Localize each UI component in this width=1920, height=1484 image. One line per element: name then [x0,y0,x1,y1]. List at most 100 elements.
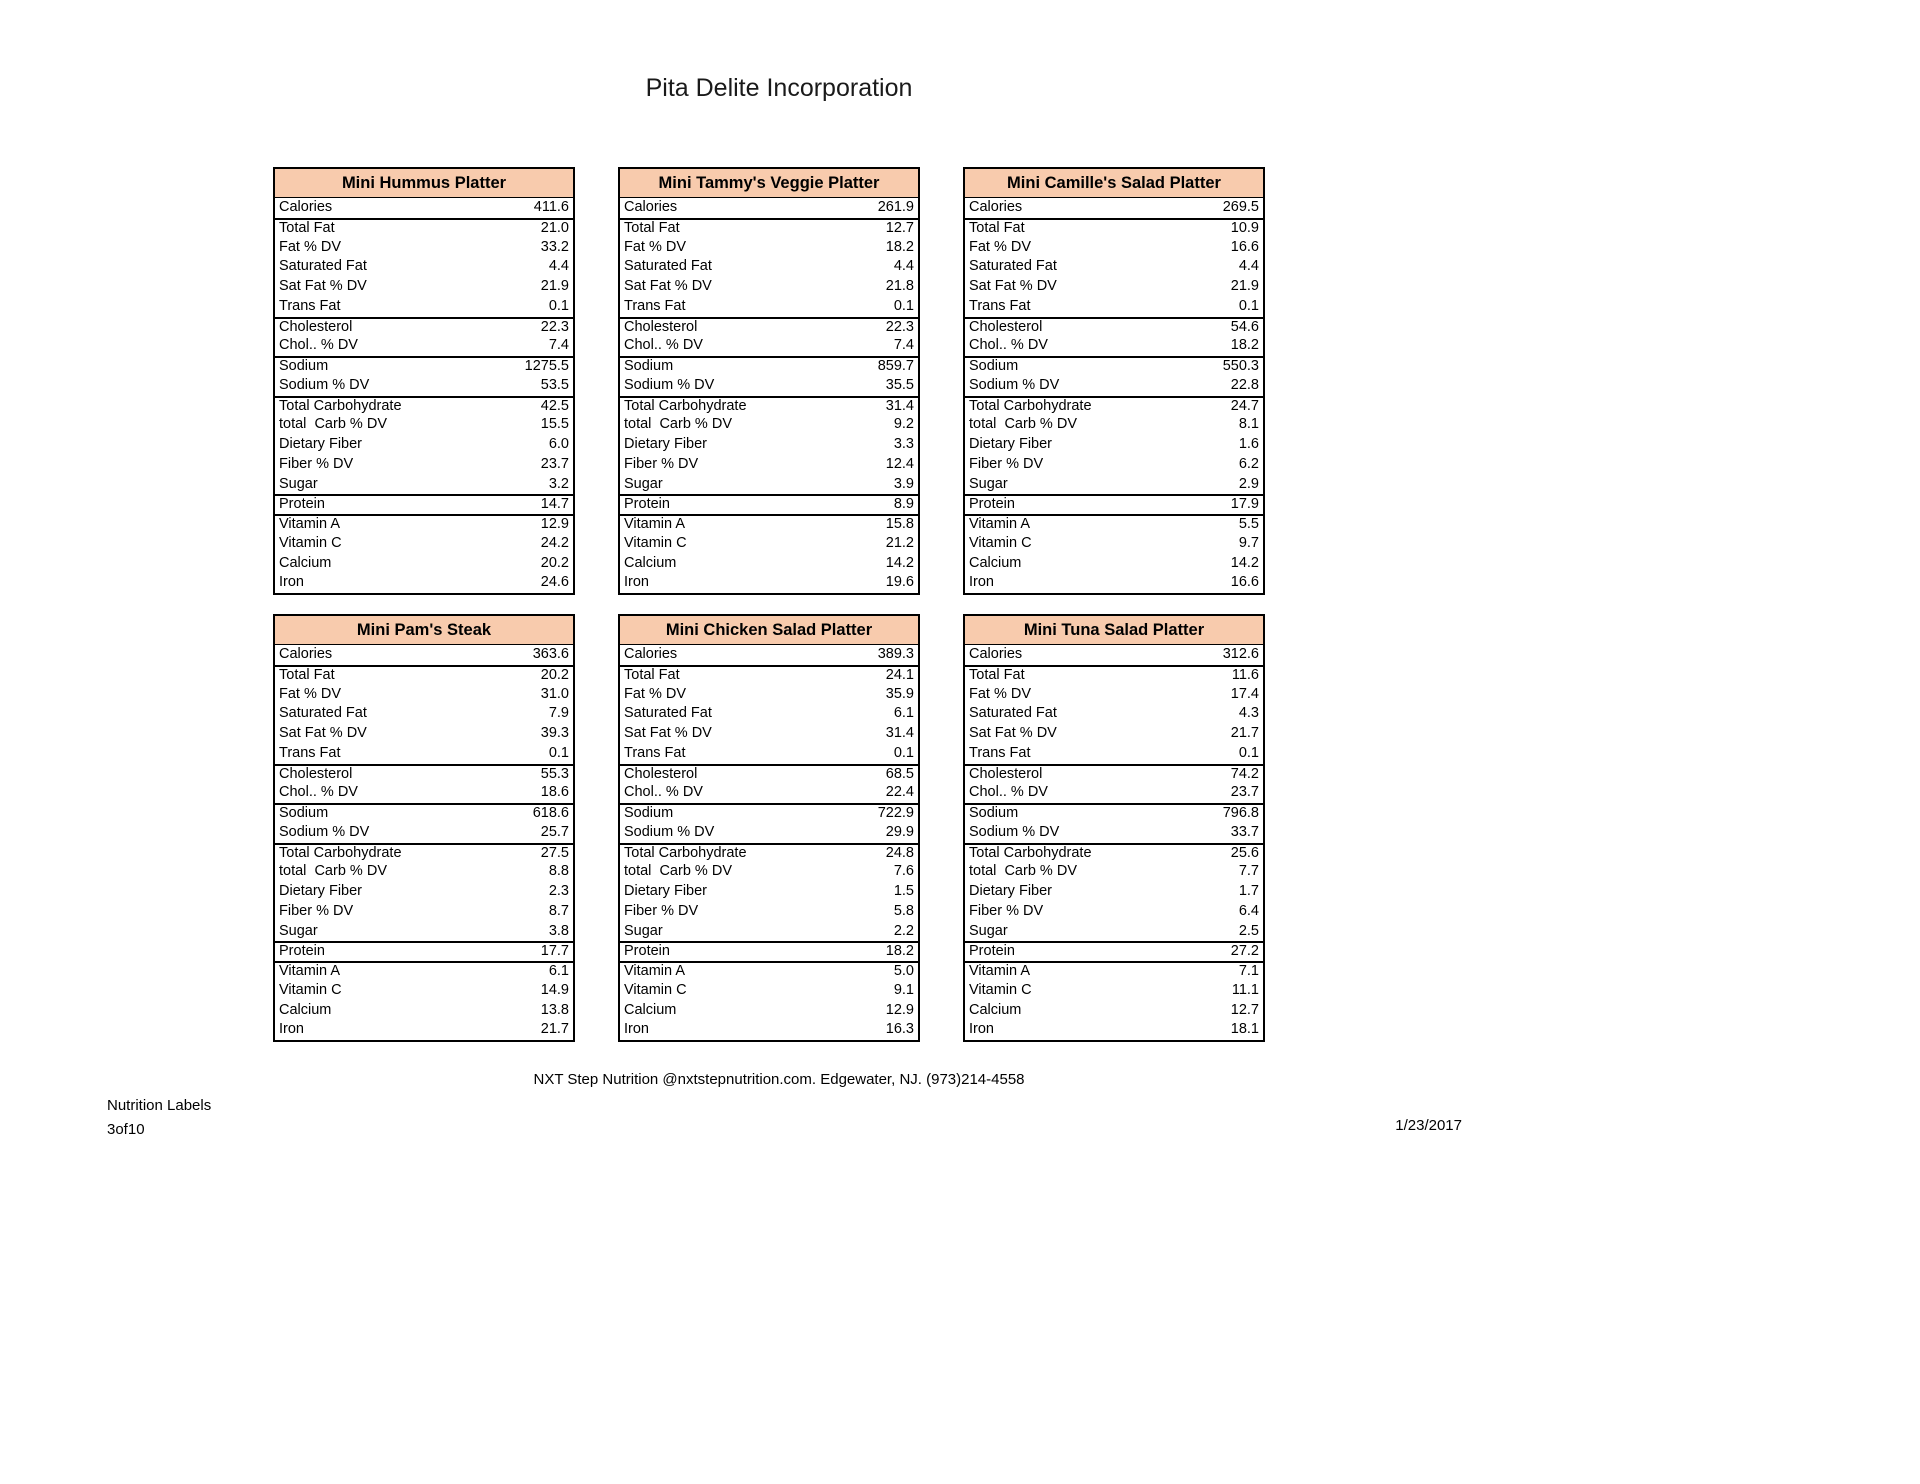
nutrient-name: Trans Fat [279,297,341,314]
nutrient-name: total Carb % DV [624,416,732,433]
nutrient-name: Saturated Fat [279,705,367,722]
nutrient-value: 12.4 [885,455,914,472]
nutrient-name: Dietary Fiber [969,883,1052,899]
table-row: Sugar 3.8 [275,922,573,942]
nutrient-name: Vitamin C [624,534,687,551]
table-row: Calcium 12.7 [965,1001,1263,1021]
table-row: Sodium % DV 29.9 [620,823,918,843]
nutrient-value: 7.4 [893,337,914,354]
table-row: Vitamin C 9.7 [965,534,1263,554]
table-row: Cholesterol 54.6 [965,316,1263,337]
table-row: Sat Fat % DV 21.7 [965,724,1263,744]
nutrient-value: 0.1 [893,297,914,314]
nutrient-name: Sugar [969,922,1008,939]
table-row: Iron 21.7 [275,1020,573,1040]
nutrient-name: Total Carbohydrate [624,844,747,861]
table-row: Sugar 3.9 [620,475,918,495]
nutrient-value: 25.6 [1230,844,1259,861]
table-row: Sodium % DV 25.7 [275,823,573,843]
nutrient-value: 12.7 [1230,1001,1259,1018]
nutrient-name: Trans Fat [279,744,341,761]
table-row: Sodium % DV 22.8 [965,376,1263,396]
nutrient-value: 55.3 [540,765,569,782]
nutrient-name: Total Fat [969,219,1025,236]
table-row: Sat Fat % DV 21.9 [965,277,1263,297]
nutrient-value: 7.9 [548,705,569,722]
table-row: Sat Fat % DV 21.8 [620,277,918,297]
table-row: Total Carbohydrate 24.8 [620,842,918,863]
nutrient-value: 35.9 [885,685,914,702]
nutrient-value: 18.2 [1230,337,1259,354]
nutrient-name: Iron [279,574,304,591]
nutrient-name: Sugar [279,922,318,939]
table-row: Vitamin C 21.2 [620,534,918,554]
nutrient-value: 9.1 [893,981,914,998]
table-row: Fiber % DV 12.4 [620,455,918,475]
nutrient-value: 20.2 [540,554,569,571]
table-row: Sodium 1275.5 [275,356,573,376]
nutrient-value: 31.4 [885,725,914,741]
table-row: Fat % DV 16.6 [965,238,1263,258]
nutrient-value: 4.4 [893,258,914,275]
nutrient-value: 4.4 [548,258,569,275]
nutrient-name: Fat % DV [624,238,687,255]
nutrient-name: Sodium [624,358,674,374]
table-row: Cholesterol 74.2 [965,763,1263,784]
nutrient-name: Sat Fat % DV [279,725,367,741]
table-row: Iron 18.1 [965,1020,1263,1040]
table-row: Sodium % DV 33.7 [965,823,1263,843]
table-row: Calcium 20.2 [275,554,573,574]
table-row: Sugar 3.2 [275,475,573,495]
table-row: Calories 411.6 [275,198,573,218]
nutrient-value: 4.4 [1238,258,1259,275]
nutrient-name: Saturated Fat [624,258,712,275]
table-row: Calcium 14.2 [965,554,1263,574]
nutrient-value: 9.7 [1238,534,1259,551]
nutrient-name: Iron [969,1021,994,1038]
table-row: Calcium 12.9 [620,1001,918,1021]
nutrient-value: 53.5 [540,376,569,393]
nutrient-name: Vitamin C [279,534,342,551]
table-row: Trans Fat 0.1 [620,297,918,317]
table-row: Total Fat 12.7 [620,217,918,238]
table-row: Protein 17.9 [965,494,1263,514]
nutrient-name: Dietary Fiber [279,883,362,899]
nutrition-label-table: Mini Hummus Platter Calories 411.6 Total Fa… [273,167,575,595]
table-row: Vitamin A 7.1 [965,961,1263,981]
nutrient-name: Sugar [624,475,663,492]
nutrient-name: Calcium [624,554,677,571]
table-row: total Carb % DV 8.8 [275,862,573,882]
table-row: Sugar 2.9 [965,475,1263,495]
table-row: Cholesterol 68.5 [620,763,918,784]
nutrient-value: 17.4 [1230,685,1259,702]
nutrient-name: Protein [969,496,1015,513]
nutrient-name: Fat % DV [279,685,342,702]
table-row: Calories 312.6 [965,645,1263,665]
nutrition-label-title: Mini Tuna Salad Platter [965,616,1263,645]
table-row: Fat % DV 18.2 [620,238,918,258]
nutrient-name: Saturated Fat [969,705,1057,722]
nutrient-name: total Carb % DV [279,863,387,880]
table-row: Vitamin C 14.9 [275,981,573,1001]
table-row: Total Fat 11.6 [965,664,1263,685]
table-row: Vitamin A 6.1 [275,961,573,981]
footer-page-number: 3of10 [107,1121,145,1138]
nutrient-name: Fiber % DV [969,455,1044,472]
table-row: Chol.. % DV 22.4 [620,783,918,803]
nutrient-value: 0.1 [548,744,569,761]
nutrient-value: 796.8 [1222,805,1259,821]
nutrient-value: 16.3 [885,1021,914,1038]
nutrient-value: 12.9 [885,1001,914,1018]
nutrient-name: Total Carbohydrate [969,844,1092,861]
table-row: Total Fat 21.0 [275,217,573,238]
nutrient-name: Total Fat [624,219,680,236]
nutrient-value: 8.9 [893,496,914,513]
table-row: Sodium 859.7 [620,356,918,376]
nutrient-value: 411.6 [533,199,569,215]
nutrient-value: 21.0 [540,219,569,236]
nutrient-value: 18.1 [1230,1021,1259,1038]
table-row: Iron 16.3 [620,1020,918,1040]
nutrient-value: 0.1 [548,297,569,314]
nutrient-value: 8.1 [1238,416,1259,433]
nutrient-name: Chol.. % DV [969,784,1048,801]
